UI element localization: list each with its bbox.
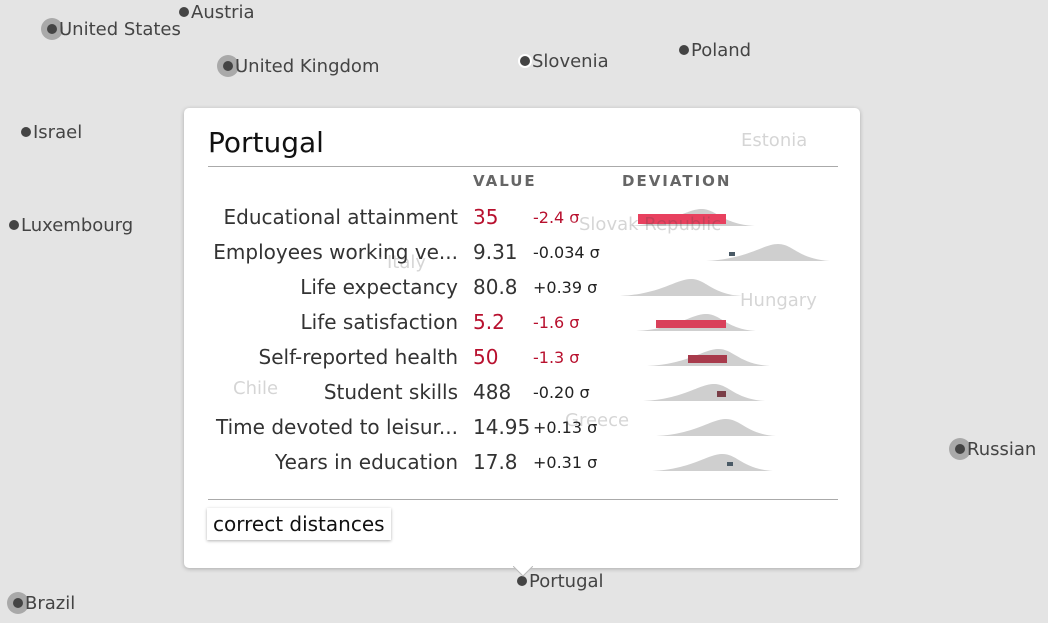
distribution (620, 279, 742, 296)
row: Life satisfaction 5.2 -1.6 σ (184, 305, 860, 340)
row-deviation: -0.034 σ (533, 243, 600, 262)
row-label: Student skills (323, 380, 458, 404)
deviation-bar (656, 320, 726, 328)
row-label: Life expectancy (300, 275, 458, 299)
distribution (643, 384, 765, 401)
country-label: Hungary (740, 290, 817, 311)
country-label: Chile (233, 378, 279, 399)
row-value: 35 (473, 205, 499, 229)
row: Years in education 17.8 +0.31 σ (184, 445, 860, 480)
distribution (706, 244, 830, 261)
country-label: Greece (565, 410, 630, 431)
dot (21, 127, 31, 137)
row-label: Employees working ve... (213, 240, 458, 264)
country-label: Slovenia (532, 51, 609, 72)
dot (955, 444, 965, 454)
dot (679, 45, 689, 55)
header-deviation: DEVIATION (622, 172, 732, 190)
row-deviation: -1.6 σ (533, 313, 580, 332)
country-label: Italy (387, 252, 427, 273)
tooltip-pointer (513, 566, 533, 577)
dot (47, 24, 57, 34)
divider (208, 499, 838, 500)
dot (13, 598, 23, 608)
tooltip: Portugal VALUE DEVIATION Educational att… (184, 108, 860, 568)
row: Self-reported health 50 -1.3 σ (184, 340, 860, 375)
row-deviation: +0.39 σ (533, 278, 598, 297)
country-label: Austria (191, 2, 255, 23)
country-label: Estonia (741, 130, 808, 151)
row-deviation: +0.13 σ (533, 418, 598, 437)
row: Life expectancy 80.8 +0.39 σ (184, 270, 860, 305)
dot (223, 61, 233, 71)
distribution (652, 454, 773, 471)
tooltip-title: Portugal (208, 126, 324, 159)
row-value: 14.95 (473, 415, 531, 439)
dot (9, 220, 19, 230)
dot (179, 7, 189, 17)
dot (728, 295, 738, 305)
row-value: 5.2 (473, 310, 505, 334)
country-label: United States (59, 19, 181, 40)
dot (221, 383, 231, 393)
deviation-bar (727, 462, 733, 466)
row-label: Self-reported health (258, 345, 458, 369)
row: Employees working ve... 9.31 -0.034 σ (184, 235, 860, 270)
row-label: Time devoted to leisur... (216, 415, 458, 439)
divider (208, 166, 838, 167)
dot (520, 56, 530, 66)
row-label: Life satisfaction (300, 310, 459, 334)
row-value: 50 (473, 345, 499, 369)
distribution (656, 419, 776, 436)
row-label: Educational attainment (223, 205, 458, 229)
country-label: Portugal (529, 571, 604, 592)
header-value: VALUE (473, 172, 537, 190)
row-value: 9.31 (473, 240, 518, 264)
dot (553, 415, 563, 425)
dot (567, 219, 577, 229)
country-label: Russian (967, 439, 1037, 460)
country-label: Israel (33, 122, 83, 143)
correct-distances-button[interactable]: correct distances (207, 508, 391, 540)
row-deviation: -2.4 σ (533, 208, 580, 227)
country-label: Luxembourg (21, 215, 134, 236)
dot (375, 257, 385, 267)
row: Time devoted to leisur... 14.95 +0.13 σ (184, 410, 860, 445)
row: Educational attainment 35 -2.4 σ (184, 200, 860, 235)
deviation-plots (620, 209, 830, 471)
country-label: United Kingdom (235, 56, 380, 77)
row-deviation: +0.31 σ (533, 453, 598, 472)
row-value: 488 (473, 380, 512, 404)
row-deviation: -0.20 σ (533, 383, 590, 402)
row: Student skills 488 -0.20 σ (184, 375, 860, 410)
dot (517, 576, 527, 586)
country-label: Poland (691, 40, 752, 61)
country-label: Brazil (25, 593, 76, 614)
row-value: 17.8 (473, 450, 518, 474)
deviation-bar (688, 355, 727, 363)
deviation-bar (638, 214, 726, 224)
dot (729, 135, 739, 145)
deviation-bar (729, 252, 735, 256)
row-label: Years in education (275, 450, 458, 474)
row-value: 80.8 (473, 275, 518, 299)
deviation-bar (717, 391, 726, 397)
row-deviation: -1.3 σ (533, 348, 580, 367)
country-label: Slovak Republic (579, 214, 722, 235)
